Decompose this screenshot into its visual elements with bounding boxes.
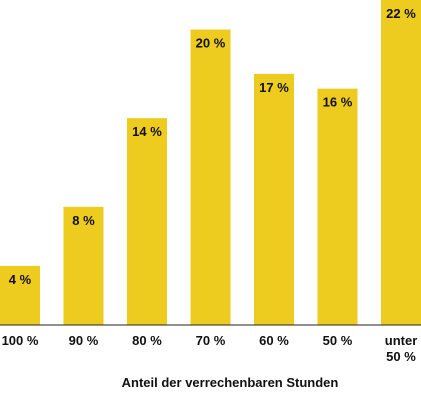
x-tick-label-1-line-0: 90 %: [69, 333, 99, 348]
data-label-5: 16 %: [323, 95, 353, 110]
data-label-6: 22 %: [386, 6, 416, 21]
x-tick-label-0: 100 %: [2, 333, 39, 348]
x-tick-label-6: unter 50 %: [385, 333, 418, 364]
x-tick-labels-group: 100 % 90 % 80 % 70 % 60 % 50 % unter 50 %: [2, 333, 418, 364]
data-label-2: 14 %: [132, 124, 162, 139]
x-tick-label-5: 50 %: [323, 333, 353, 348]
bar-4: [254, 73, 294, 325]
data-label-1: 8 %: [72, 213, 95, 228]
data-labels-group: 4 % 8 % 14 % 20 % 17 % 16 % 22 %: [9, 6, 416, 287]
bar-3: [190, 29, 231, 326]
x-tick-label-3-line-0: 70 %: [196, 333, 226, 348]
x-tick-label-4: 60 %: [259, 333, 289, 348]
x-tick-label-2: 80 %: [132, 333, 162, 348]
data-label-4: 17 %: [259, 80, 289, 95]
bar-5: [317, 88, 358, 326]
x-tick-label-6-line-1: 50 %: [386, 349, 416, 364]
bar-0: [0, 265, 40, 325]
data-label-0: 4 %: [9, 272, 32, 287]
bars-group: [0, 0, 421, 326]
bar-1: [63, 206, 104, 325]
data-label-3: 20 %: [196, 36, 226, 51]
x-tick-label-2-line-0: 80 %: [132, 333, 162, 348]
x-tick-label-1: 90 %: [69, 333, 99, 348]
x-tick-label-3: 70 %: [196, 333, 226, 348]
bar-6: [381, 0, 421, 325]
x-tick-label-4-line-0: 60 %: [259, 333, 289, 348]
x-axis-title: Anteil der verrechenbaren Stunden: [122, 375, 339, 390]
x-tick-label-5-line-0: 50 %: [323, 333, 353, 348]
x-tick-label-6-line-0: unter: [385, 333, 418, 348]
bar-2: [127, 118, 167, 325]
x-tick-label-0-line-0: 100 %: [2, 333, 39, 348]
